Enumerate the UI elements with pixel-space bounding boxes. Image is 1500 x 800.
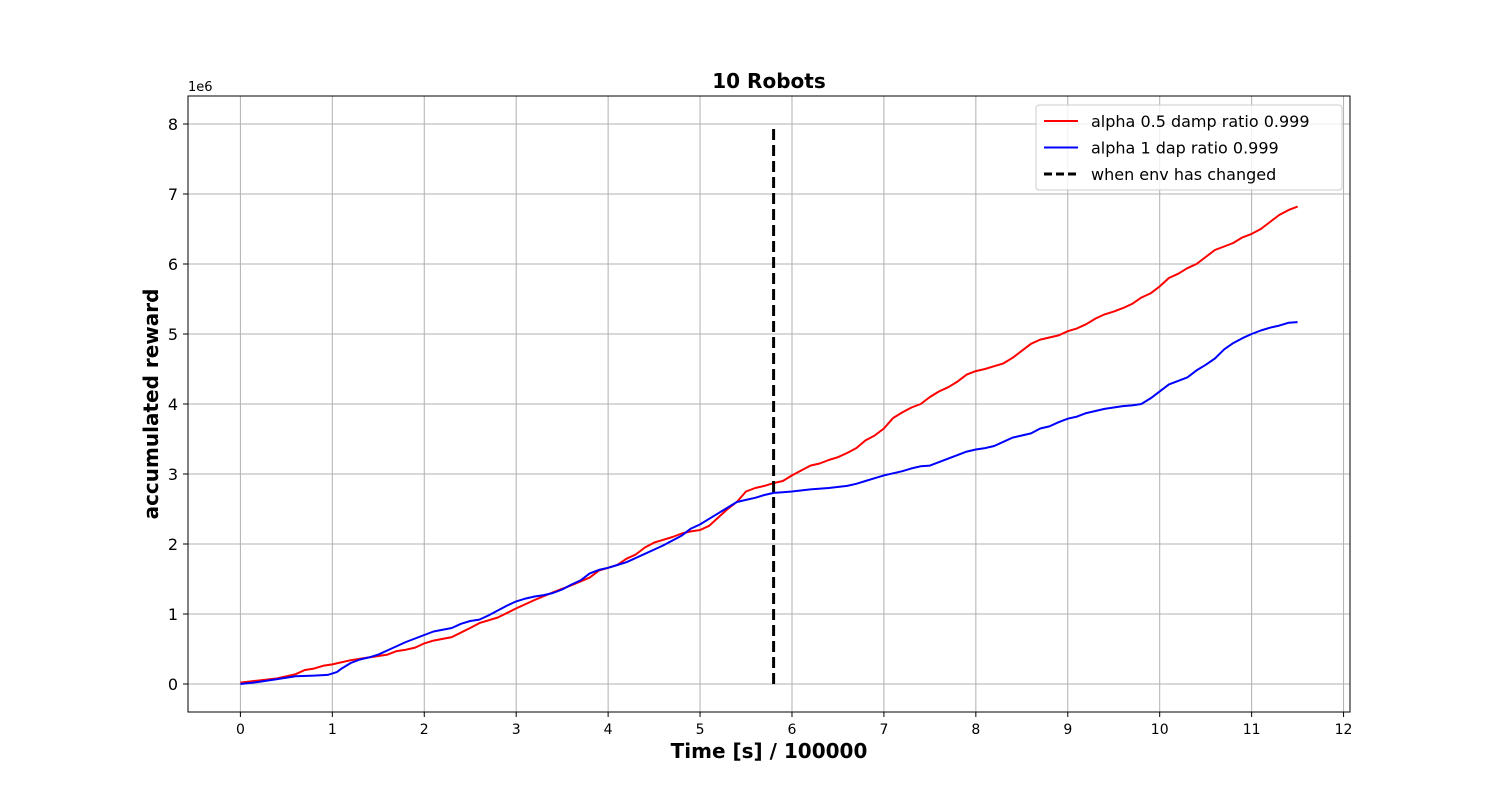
y-tick-label: 8 <box>168 115 178 134</box>
chart-title: 10 Robots <box>712 69 825 93</box>
x-tick-label: 9 <box>1063 722 1072 738</box>
x-tick-label: 7 <box>879 722 888 738</box>
x-tick-label: 4 <box>604 722 613 738</box>
x-tick-label: 11 <box>1243 722 1261 738</box>
x-tick-label: 6 <box>788 722 797 738</box>
legend: alpha 0.5 damp ratio 0.999 alpha 1 dap r… <box>1035 104 1343 191</box>
legend-box <box>1035 104 1343 191</box>
x-tick-label: 2 <box>420 722 429 738</box>
legend-label-0: alpha 0.5 damp ratio 0.999 <box>1091 112 1310 131</box>
y-tick-label: 4 <box>168 395 178 414</box>
series-lines <box>240 124 1298 685</box>
x-tick-label: 3 <box>512 722 521 738</box>
y-tick-label: 5 <box>168 325 178 344</box>
x-tick-label: 10 <box>1151 722 1169 738</box>
x-axis-label: Time [s] / 100000 <box>671 739 868 763</box>
y-tick-label: 7 <box>168 185 178 204</box>
y-tick-label: 1 <box>168 605 178 624</box>
y-tick-label: 6 <box>168 255 178 274</box>
y-axis-offset-label: 1e6 <box>188 80 213 95</box>
y-tick-label: 0 <box>168 675 178 694</box>
x-tick-label: 12 <box>1335 722 1353 738</box>
x-tick-label: 5 <box>696 722 705 738</box>
y-axis-label: accumulated reward <box>139 289 163 520</box>
x-tick-label: 0 <box>236 722 245 738</box>
x-tick-label: 1 <box>328 722 337 738</box>
series-line-1 <box>240 321 1298 685</box>
legend-label-1: alpha 1 dap ratio 0.999 <box>1091 139 1279 158</box>
x-tick-label: 8 <box>971 722 980 738</box>
y-tick-label: 3 <box>168 465 178 484</box>
y-tick-label: 2 <box>168 535 178 554</box>
legend-label-2: when env has changed <box>1091 165 1276 184</box>
series-line-0 <box>240 205 1298 684</box>
